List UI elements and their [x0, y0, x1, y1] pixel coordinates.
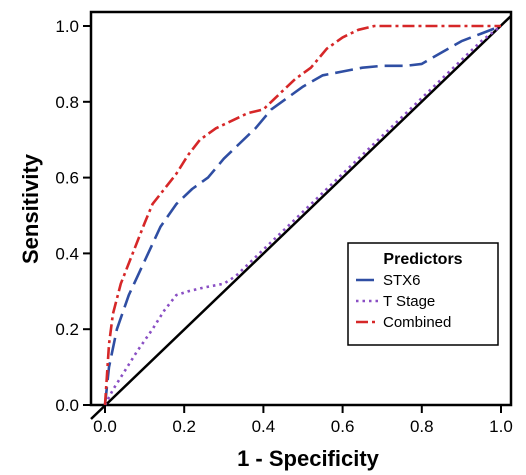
legend-items: STX6 T Stage Combined — [356, 272, 451, 331]
reference-layer — [90, 15, 512, 420]
y-tick-label: 1.0 — [55, 17, 79, 36]
legend-label: T Stage — [383, 293, 435, 310]
plot-frame — [89, 10, 513, 407]
x-tick-label: 0.0 — [93, 417, 117, 436]
legend: Predictors STX6 T Stage Combined — [347, 242, 499, 346]
x-tick-label: 0.2 — [172, 417, 196, 436]
y-tick-label: 0.2 — [55, 320, 79, 339]
y-tick-label: 0.6 — [55, 169, 79, 188]
y-tick-label: 0.0 — [55, 396, 79, 415]
series-line-combined — [103, 24, 501, 406]
y-axis: 0.0 0.2 0.4 0.6 0.8 1.0 — [55, 17, 91, 415]
x-tick-label: 1.0 — [489, 417, 513, 436]
series-layer — [103, 24, 502, 406]
series-line-stx6 — [103, 24, 502, 406]
y-tick-label: 0.4 — [55, 244, 79, 263]
reference-diagonal-line — [90, 15, 512, 420]
y-tick-label: 0.8 — [55, 93, 79, 112]
legend-label: Combined — [383, 314, 451, 331]
x-axis-title: 1 - Specificity — [237, 446, 380, 471]
x-tick-label: 0.6 — [331, 417, 355, 436]
x-tick-label: 0.8 — [410, 417, 434, 436]
y-axis-title: Sensitivity — [18, 153, 43, 264]
x-axis: 0.0 0.2 0.4 0.6 0.8 1.0 — [93, 405, 513, 436]
legend-label: STX6 — [383, 272, 421, 289]
legend-box — [347, 242, 499, 346]
legend-title: Predictors — [383, 251, 462, 268]
x-tick-label: 0.4 — [252, 417, 276, 436]
